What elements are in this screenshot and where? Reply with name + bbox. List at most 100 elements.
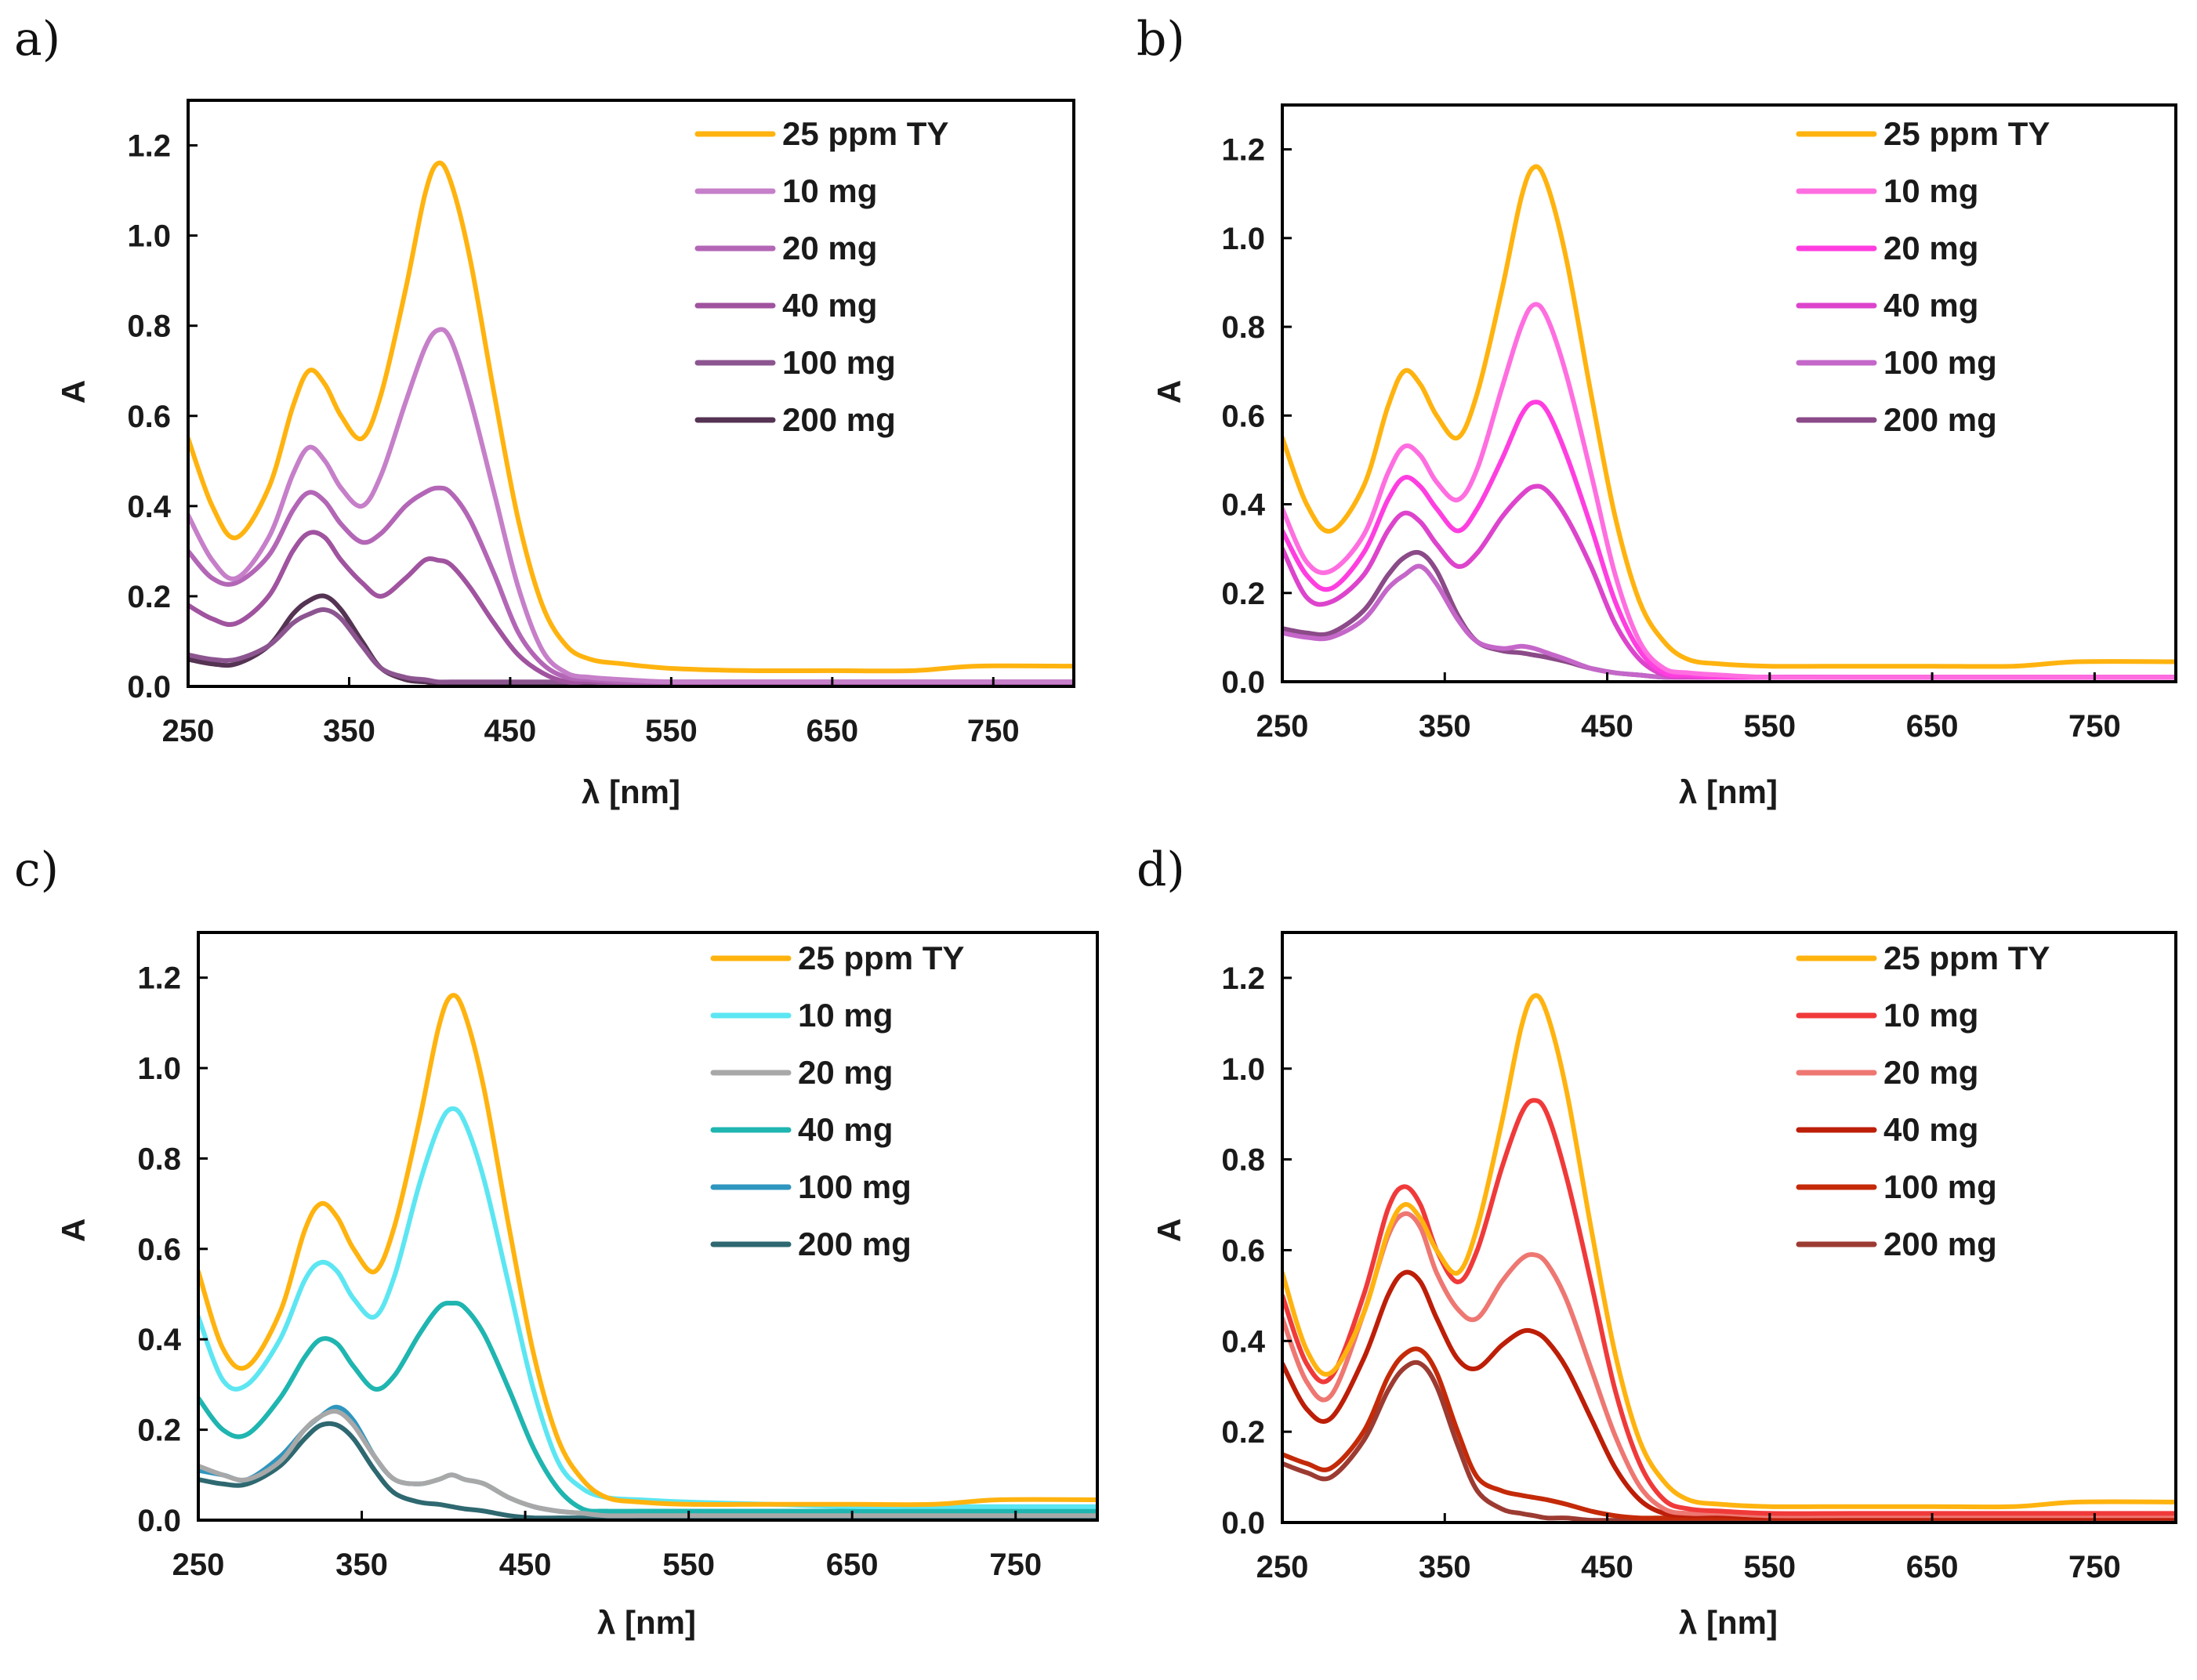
y-tick-label: 0.0 xyxy=(1221,665,1265,700)
y-tick-label: 0.8 xyxy=(137,1142,181,1176)
y-tick-label: 1.0 xyxy=(137,1052,181,1086)
y-tick-label: 0.4 xyxy=(137,1323,181,1357)
x-axis-title: λ [nm] xyxy=(582,773,680,810)
legend-label: 25 ppm TY xyxy=(1883,940,2050,976)
series-line-40-mg xyxy=(198,1301,1097,1514)
chart-panel-3: c) 0.0 0.2 0.4 0.6 0.8 1.0 1.2 250 350 450 550 650 75… xyxy=(14,842,1099,1641)
x-tick-label: 450 xyxy=(499,1548,552,1582)
x-tick-label: 250 xyxy=(172,1548,225,1582)
legend: 25 ppm TY 10 mg 20 mg 40 mg 100 mg 200 mg xyxy=(710,940,964,1262)
y-tick-label: 0.0 xyxy=(1221,1506,1265,1541)
x-tick-label: 750 xyxy=(2068,709,2121,744)
y-tick-label: 1.0 xyxy=(127,219,171,254)
legend-label: 10 mg xyxy=(782,172,877,209)
series-line-100-mg xyxy=(188,607,1074,685)
plot-area xyxy=(1281,931,2177,1524)
y-tick-label: 0.2 xyxy=(127,580,171,614)
y-tick-label: 0.8 xyxy=(127,310,171,344)
panel-label: a) xyxy=(14,12,60,67)
x-tick-label: 450 xyxy=(484,714,537,748)
legend-label: 40 mg xyxy=(1883,1111,1978,1148)
legend-label: 10 mg xyxy=(798,997,893,1034)
panel-label: b) xyxy=(1137,12,1185,67)
x-axis-title: λ [nm] xyxy=(1679,773,1778,810)
x-tick-label: 250 xyxy=(1256,1550,1309,1584)
plot-area xyxy=(197,931,1099,1522)
x-axis-title: λ [nm] xyxy=(1679,1604,1778,1641)
legend-label: 40 mg xyxy=(782,287,877,324)
x-tick-label: 750 xyxy=(2068,1550,2121,1584)
x-tick-label: 350 xyxy=(1419,1550,1471,1584)
x-tick-label: 650 xyxy=(806,714,858,748)
legend-label: 100 mg xyxy=(1883,344,1997,381)
panel-label: d) xyxy=(1137,842,1185,897)
series-line-25-ppm-ty xyxy=(198,993,1097,1508)
series-line-100-mg xyxy=(1282,563,2176,680)
x-tick-label: 550 xyxy=(662,1548,715,1582)
legend-label: 40 mg xyxy=(798,1111,893,1148)
x-tick-label: 650 xyxy=(826,1548,879,1582)
y-tick-label: 1.0 xyxy=(1221,1052,1265,1087)
y-tick-label: 0.6 xyxy=(1221,1233,1265,1268)
y-tick-label: 0.4 xyxy=(1221,488,1265,523)
x-tick-label: 250 xyxy=(162,714,215,748)
legend-label: 10 mg xyxy=(1883,997,1978,1034)
y-tick-label: 1.0 xyxy=(1221,222,1265,256)
y-tick-label: 0.2 xyxy=(1221,577,1265,611)
y-axis-title: A xyxy=(1151,1218,1187,1242)
legend-label: 10 mg xyxy=(1883,172,1978,209)
y-tick-label: 0.0 xyxy=(127,670,171,704)
series-line-100-mg xyxy=(1282,1346,2176,1521)
legend: 25 ppm TY 10 mg 20 mg 40 mg 100 mg 200 mg xyxy=(1796,115,2050,438)
legend: 25 ppm TY 10 mg 20 mg 40 mg 100 mg 200 mg xyxy=(1796,940,2050,1262)
y-tick-label: 0.8 xyxy=(1221,310,1265,345)
y-tick-label: 1.2 xyxy=(137,961,181,996)
series-group xyxy=(188,160,1074,686)
chart-panel-4: d) 0.0 0.2 0.4 0.6 0.8 1.0 1.2 250 350 450 550 650 75… xyxy=(1137,842,2177,1641)
y-tick-label: 0.6 xyxy=(127,400,171,434)
legend-label: 100 mg xyxy=(782,344,896,381)
y-axis-title: A xyxy=(55,380,92,404)
x-tick-label: 450 xyxy=(1581,709,1633,744)
legend-label: 200 mg xyxy=(1883,401,1997,438)
x-tick-label: 450 xyxy=(1581,1550,1633,1584)
plot-area xyxy=(187,99,1075,688)
y-tick-label: 0.2 xyxy=(1221,1415,1265,1450)
series-line-40-mg xyxy=(1282,483,2176,680)
series-line-10-mg xyxy=(198,1106,1097,1509)
series-line-20-mg xyxy=(198,1409,1097,1519)
legend-label: 20 mg xyxy=(1883,1054,1978,1091)
series-line-25-ppm-ty xyxy=(1282,164,2176,669)
y-tick-label: 0.4 xyxy=(127,490,171,524)
series-group xyxy=(198,993,1097,1520)
y-tick-label: 0.0 xyxy=(137,1504,181,1538)
series-line-20-mg xyxy=(1282,400,2176,680)
legend-label: 200 mg xyxy=(1883,1226,1997,1262)
legend-label: 20 mg xyxy=(1883,230,1978,266)
x-tick-label: 350 xyxy=(1419,709,1471,744)
series-group xyxy=(1282,993,2176,1522)
series-line-10-mg xyxy=(1282,1098,2176,1516)
y-tick-label: 1.2 xyxy=(1221,133,1265,168)
y-tick-label: 1.2 xyxy=(1221,961,1265,996)
series-line-10-mg xyxy=(1282,302,2176,680)
series-line-200-mg xyxy=(1282,1360,2176,1522)
x-tick-label: 750 xyxy=(989,1548,1042,1582)
series-line-20-mg xyxy=(188,485,1074,685)
x-tick-label: 250 xyxy=(1256,709,1309,744)
legend-label: 100 mg xyxy=(1883,1168,1997,1205)
x-tick-label: 350 xyxy=(323,714,375,748)
x-tick-label: 650 xyxy=(1906,709,1959,744)
y-axis-title: A xyxy=(1151,380,1187,404)
legend-label: 100 mg xyxy=(798,1168,912,1205)
chart-panel-1: a) 0.0 0.2 0.4 0.6 0.8 1.0 1.2 250 350 450 550 650 75… xyxy=(14,12,1075,810)
legend-label: 20 mg xyxy=(782,230,877,266)
y-tick-label: 0.8 xyxy=(1221,1143,1265,1178)
chart-panel-2: b) 0.0 0.2 0.4 0.6 0.8 1.0 1.2 250 350 450 550 650 75… xyxy=(1137,12,2177,810)
legend: 25 ppm TY 10 mg 20 mg 40 mg 100 mg 200 mg xyxy=(694,115,948,438)
y-axis-title: A xyxy=(55,1218,92,1242)
y-tick-label: 0.4 xyxy=(1221,1324,1265,1359)
series-group xyxy=(1282,164,2176,680)
x-tick-label: 750 xyxy=(967,714,1020,748)
